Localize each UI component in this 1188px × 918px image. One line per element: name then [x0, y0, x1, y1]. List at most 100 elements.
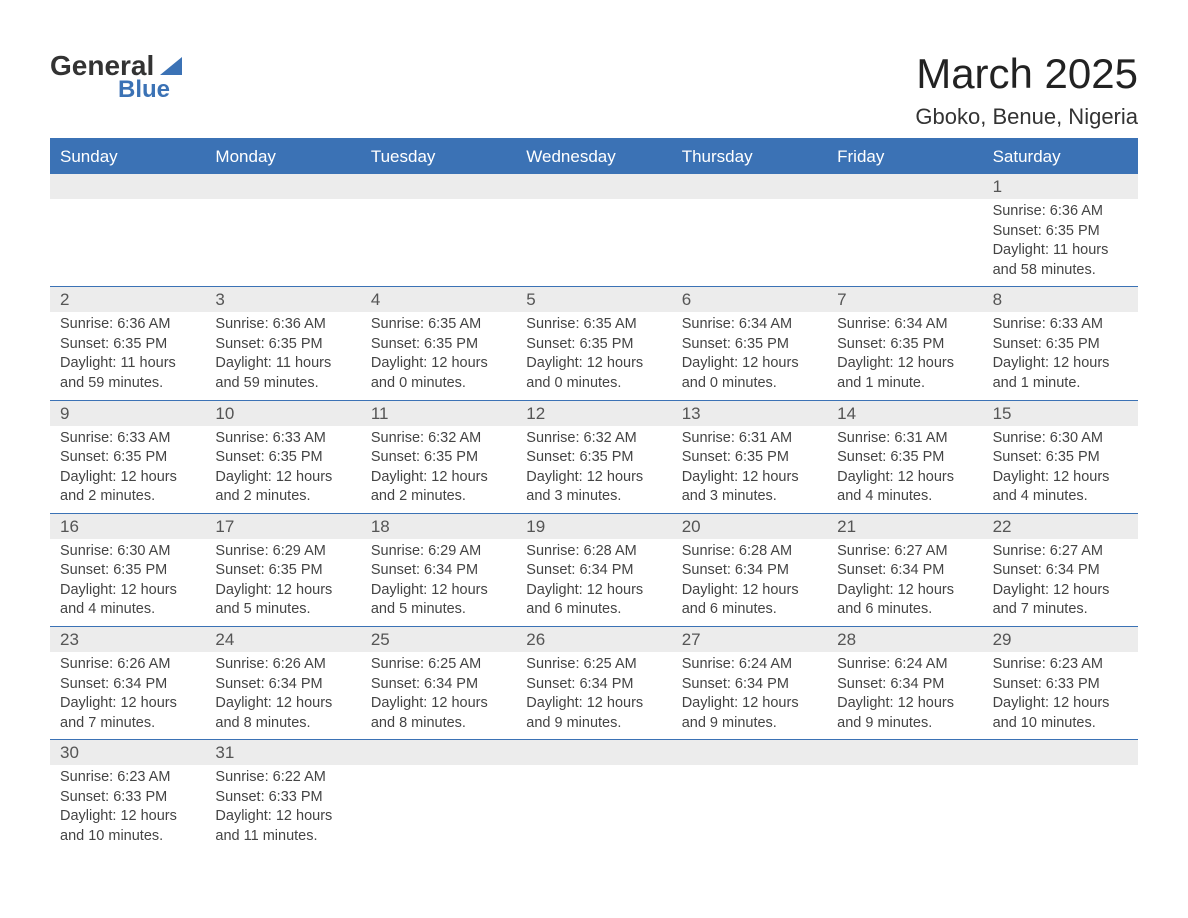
sunrise-line: Sunrise: 6:35 AM	[526, 315, 661, 335]
sunset-line: Sunset: 6:35 PM	[837, 335, 972, 355]
day-number	[516, 740, 671, 765]
sunrise-line: Sunrise: 6:31 AM	[837, 429, 972, 449]
day-of-week-cell: Wednesday	[516, 141, 671, 173]
day-cell: Sunrise: 6:36 AMSunset: 6:35 PMDaylight:…	[205, 312, 360, 399]
calendar-week: 1Sunrise: 6:36 AMSunset: 6:35 PMDaylight…	[50, 173, 1138, 286]
sunrise-line: Sunrise: 6:31 AM	[682, 429, 817, 449]
day-cell: Sunrise: 6:29 AMSunset: 6:34 PMDaylight:…	[361, 539, 516, 626]
daylight-line: Daylight: 11 hours and 58 minutes.	[993, 241, 1128, 280]
day-cell	[50, 199, 205, 286]
day-number: 4	[361, 287, 516, 312]
sunrise-line: Sunrise: 6:33 AM	[215, 429, 350, 449]
sunrise-line: Sunrise: 6:22 AM	[215, 768, 350, 788]
day-cell: Sunrise: 6:28 AMSunset: 6:34 PMDaylight:…	[516, 539, 671, 626]
title-block: March 2025 Gboko, Benue, Nigeria	[915, 50, 1138, 130]
sunset-line: Sunset: 6:35 PM	[215, 448, 350, 468]
daylight-line: Daylight: 12 hours and 2 minutes.	[215, 468, 350, 507]
day-number-stripe: 23242526272829	[50, 627, 1138, 652]
daylight-line: Daylight: 12 hours and 3 minutes.	[682, 468, 817, 507]
sunrise-line: Sunrise: 6:32 AM	[371, 429, 506, 449]
sunrise-line: Sunrise: 6:26 AM	[215, 655, 350, 675]
day-cell: Sunrise: 6:26 AMSunset: 6:34 PMDaylight:…	[50, 652, 205, 739]
daylight-line: Daylight: 12 hours and 11 minutes.	[215, 807, 350, 846]
daylight-line: Daylight: 12 hours and 2 minutes.	[371, 468, 506, 507]
day-cell: Sunrise: 6:33 AMSunset: 6:35 PMDaylight:…	[205, 426, 360, 513]
day-of-week-header: SundayMondayTuesdayWednesdayThursdayFrid…	[50, 141, 1138, 173]
month-title: March 2025	[915, 50, 1138, 98]
sunrise-line: Sunrise: 6:34 AM	[682, 315, 817, 335]
sunrise-line: Sunrise: 6:26 AM	[60, 655, 195, 675]
day-number: 24	[205, 627, 360, 652]
day-cell: Sunrise: 6:32 AMSunset: 6:35 PMDaylight:…	[516, 426, 671, 513]
sunrise-line: Sunrise: 6:27 AM	[837, 542, 972, 562]
day-number: 2	[50, 287, 205, 312]
sunrise-line: Sunrise: 6:29 AM	[371, 542, 506, 562]
daylight-line: Daylight: 12 hours and 9 minutes.	[526, 694, 661, 733]
day-number	[516, 174, 671, 199]
daylight-line: Daylight: 12 hours and 5 minutes.	[371, 581, 506, 620]
sunrise-line: Sunrise: 6:24 AM	[682, 655, 817, 675]
day-cell: Sunrise: 6:35 AMSunset: 6:35 PMDaylight:…	[361, 312, 516, 399]
day-number: 5	[516, 287, 671, 312]
day-cell: Sunrise: 6:30 AMSunset: 6:35 PMDaylight:…	[983, 426, 1138, 513]
calendar-week: 9101112131415Sunrise: 6:33 AMSunset: 6:3…	[50, 400, 1138, 513]
logo-text-bottom: Blue	[118, 76, 170, 104]
sunrise-line: Sunrise: 6:33 AM	[993, 315, 1128, 335]
daylight-line: Daylight: 12 hours and 6 minutes.	[837, 581, 972, 620]
day-number: 21	[827, 514, 982, 539]
day-cell: Sunrise: 6:26 AMSunset: 6:34 PMDaylight:…	[205, 652, 360, 739]
day-number: 15	[983, 401, 1138, 426]
calendar-week: 2345678Sunrise: 6:36 AMSunset: 6:35 PMDa…	[50, 286, 1138, 399]
sunrise-line: Sunrise: 6:28 AM	[682, 542, 817, 562]
daylight-line: Daylight: 12 hours and 7 minutes.	[993, 581, 1128, 620]
daylight-line: Daylight: 11 hours and 59 minutes.	[60, 354, 195, 393]
day-cell: Sunrise: 6:29 AMSunset: 6:35 PMDaylight:…	[205, 539, 360, 626]
sunset-line: Sunset: 6:35 PM	[682, 335, 817, 355]
sunset-line: Sunset: 6:35 PM	[993, 335, 1128, 355]
daylight-line: Daylight: 12 hours and 6 minutes.	[682, 581, 817, 620]
day-number-stripe: 3031	[50, 740, 1138, 765]
day-cell	[672, 199, 827, 286]
daylight-line: Daylight: 12 hours and 10 minutes.	[60, 807, 195, 846]
sunrise-line: Sunrise: 6:27 AM	[993, 542, 1128, 562]
sunrise-line: Sunrise: 6:36 AM	[60, 315, 195, 335]
sunrise-line: Sunrise: 6:34 AM	[837, 315, 972, 335]
day-number: 9	[50, 401, 205, 426]
sunset-line: Sunset: 6:35 PM	[60, 335, 195, 355]
day-number: 19	[516, 514, 671, 539]
daylight-line: Daylight: 12 hours and 4 minutes.	[993, 468, 1128, 507]
daylight-line: Daylight: 12 hours and 0 minutes.	[371, 354, 506, 393]
logo-triangle-icon	[160, 57, 182, 75]
sunrise-line: Sunrise: 6:28 AM	[526, 542, 661, 562]
day-cell	[827, 765, 982, 852]
daylight-line: Daylight: 12 hours and 8 minutes.	[371, 694, 506, 733]
day-cell: Sunrise: 6:23 AMSunset: 6:33 PMDaylight:…	[50, 765, 205, 852]
daylight-line: Daylight: 12 hours and 4 minutes.	[837, 468, 972, 507]
header: General Blue March 2025 Gboko, Benue, Ni…	[50, 50, 1138, 130]
sunset-line: Sunset: 6:35 PM	[993, 448, 1128, 468]
day-cell	[672, 765, 827, 852]
sunrise-line: Sunrise: 6:32 AM	[526, 429, 661, 449]
day-number: 11	[361, 401, 516, 426]
sunset-line: Sunset: 6:35 PM	[837, 448, 972, 468]
day-number: 22	[983, 514, 1138, 539]
day-number: 30	[50, 740, 205, 765]
logo: General Blue	[50, 50, 182, 104]
day-number	[672, 740, 827, 765]
day-number: 20	[672, 514, 827, 539]
sunset-line: Sunset: 6:35 PM	[215, 335, 350, 355]
day-cell	[827, 199, 982, 286]
sunset-line: Sunset: 6:35 PM	[526, 448, 661, 468]
sunrise-line: Sunrise: 6:29 AM	[215, 542, 350, 562]
day-cell	[516, 199, 671, 286]
day-cell: Sunrise: 6:32 AMSunset: 6:35 PMDaylight:…	[361, 426, 516, 513]
daylight-line: Daylight: 12 hours and 7 minutes.	[60, 694, 195, 733]
day-number: 23	[50, 627, 205, 652]
sunset-line: Sunset: 6:33 PM	[993, 675, 1128, 695]
day-cell: Sunrise: 6:27 AMSunset: 6:34 PMDaylight:…	[827, 539, 982, 626]
day-number: 26	[516, 627, 671, 652]
sunset-line: Sunset: 6:34 PM	[526, 561, 661, 581]
day-number: 1	[983, 174, 1138, 199]
sunrise-line: Sunrise: 6:35 AM	[371, 315, 506, 335]
daylight-line: Daylight: 12 hours and 2 minutes.	[60, 468, 195, 507]
